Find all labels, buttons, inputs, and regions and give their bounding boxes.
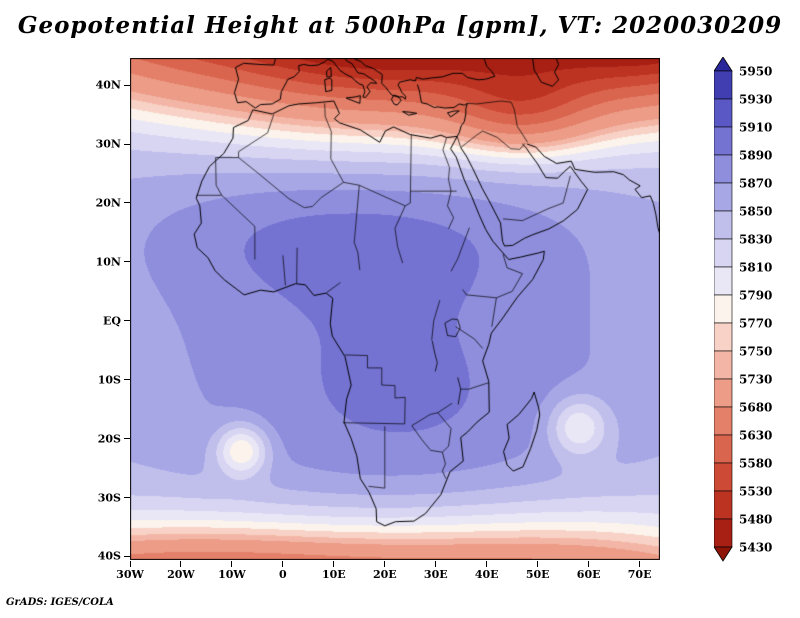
colorbar-segment <box>713 518 733 548</box>
colorbar-segment <box>713 126 733 156</box>
colorbar-segment <box>713 322 733 352</box>
colorbar-label: 5890 <box>739 149 772 163</box>
lon-tick-label: 50E <box>525 568 550 581</box>
lat-tick-mark <box>124 202 130 204</box>
lon-tick-label: 10E <box>321 568 346 581</box>
lon-tick-label: 10W <box>218 568 246 581</box>
lat-tick-mark <box>124 320 130 322</box>
lat-tick-label: 30S <box>97 491 121 505</box>
colorbar-label: 5810 <box>739 261 772 275</box>
colorbar-segment <box>713 98 733 128</box>
colorbar-segment <box>713 266 733 296</box>
lon-tick-mark <box>231 561 233 567</box>
colorbar-label: 5580 <box>739 457 772 471</box>
colorbar-label: 5870 <box>739 177 772 191</box>
colorbar-label: 5430 <box>739 541 772 555</box>
colorbar-arrow-top <box>713 56 733 72</box>
lon-tick-mark <box>537 561 539 567</box>
lon-tick-label: 20E <box>372 568 397 581</box>
lon-tick-label: 30E <box>423 568 448 581</box>
colorbar-label: 5680 <box>739 401 772 415</box>
lon-tick-mark <box>588 561 590 567</box>
colorbar-segment <box>713 210 733 240</box>
lat-tick-mark <box>124 261 130 263</box>
lon-tick-label: 70E <box>627 568 652 581</box>
colorbar-label: 5950 <box>739 65 772 79</box>
colorbar-segment <box>713 154 733 184</box>
colorbar-label: 5530 <box>739 485 772 499</box>
colorbar-label: 5790 <box>739 289 772 303</box>
colorbar-label: 5930 <box>739 93 772 107</box>
lat-tick-mark <box>124 497 130 499</box>
colorbar-label: 5750 <box>739 345 772 359</box>
lat-tick-mark <box>124 143 130 145</box>
colorbar-segment <box>713 182 733 212</box>
lon-tick-label: 60E <box>576 568 601 581</box>
lat-tick-label: 30N <box>95 137 121 151</box>
lat-tick-label: 20S <box>97 432 121 446</box>
colorbar-segment <box>713 294 733 324</box>
lon-tick-mark <box>486 561 488 567</box>
lon-tick-mark <box>384 561 386 567</box>
colorbar-segment <box>713 462 733 492</box>
lat-tick-label: 20N <box>95 196 121 210</box>
lat-tick-mark <box>124 84 130 86</box>
grads-credit: GrADS: IGES/COLA <box>6 597 114 608</box>
lat-tick-mark <box>124 438 130 440</box>
lon-tick-mark <box>180 561 182 567</box>
lat-tick-label: 10S <box>97 373 121 387</box>
lat-tick-label: EQ <box>103 314 121 328</box>
chart-title: Geopotential Height at 500hPa [gpm], VT:… <box>17 12 783 39</box>
lat-tick-mark <box>124 555 130 557</box>
colorbar-label: 5730 <box>739 373 772 387</box>
lon-tick-mark <box>333 561 335 567</box>
colorbar-segment <box>713 490 733 520</box>
colorbar-label: 5630 <box>739 429 772 443</box>
lon-tick-mark <box>435 561 437 567</box>
lon-tick-label: 20W <box>167 568 195 581</box>
lat-tick-label: 40N <box>95 78 121 92</box>
colorbar-segment <box>713 434 733 464</box>
colorbar-label: 5480 <box>739 513 772 527</box>
colorbar: 5950 5930 5910 5890 5870 5850 5830 5810 5790 5770… <box>713 56 794 567</box>
lon-tick-mark <box>282 561 284 567</box>
lon-tick-mark <box>129 561 131 567</box>
colorbar-label: 5910 <box>739 121 772 135</box>
lon-tick-label: 30W <box>116 568 144 581</box>
colorbar-segment <box>713 238 733 268</box>
colorbar-segment <box>713 378 733 408</box>
lat-tick-label: 10N <box>95 255 121 269</box>
colorbar-segment <box>713 406 733 436</box>
colorbar-label: 5770 <box>739 317 772 331</box>
lon-tick-mark <box>639 561 641 567</box>
colorbar-label: 5850 <box>739 205 772 219</box>
colorbar-scale: 5950 5930 5910 5890 5870 5850 5830 5810 5790 5770… <box>713 56 772 562</box>
colorbar-segment <box>713 350 733 380</box>
lon-tick-label: 40E <box>474 568 499 581</box>
colorbar-segment <box>713 70 733 100</box>
map-canvas <box>130 58 660 560</box>
colorbar-arrow-bottom <box>713 546 733 562</box>
colorbar-label: 5830 <box>739 233 772 247</box>
lon-tick-label: 0 <box>279 568 287 581</box>
lat-tick-label: 40S <box>97 549 121 563</box>
map-plot <box>130 58 660 560</box>
lat-tick-mark <box>124 379 130 381</box>
